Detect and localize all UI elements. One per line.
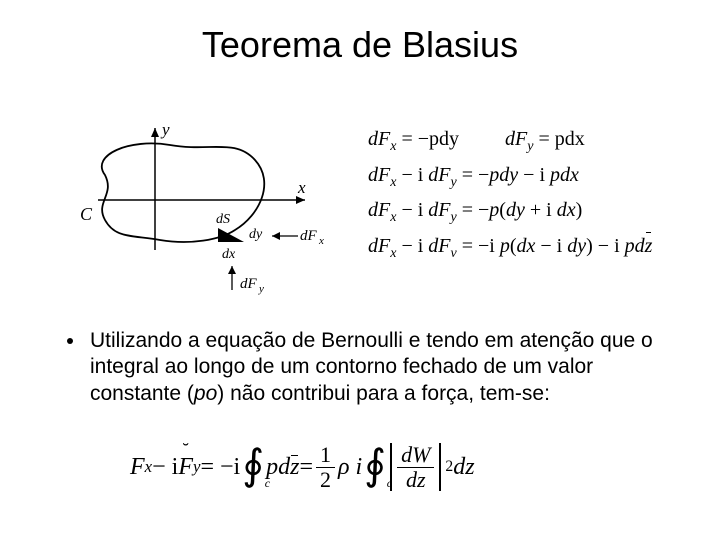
eq1a-lhs: dF [368, 128, 390, 150]
eq1a-rhs: = −pdy [401, 128, 459, 150]
abs-dw-dz: dW dz [388, 443, 443, 491]
ds-label: dS [216, 212, 230, 227]
final-equation: Fx − i Fy = −i ∮c pdz = 1 2 ρ i ∮c dW dz [130, 434, 590, 500]
page-title: Teorema de Blasius [0, 24, 720, 66]
y-axis-label: y [160, 120, 170, 139]
dx-label: dx [222, 247, 236, 262]
contour-label: C [80, 204, 93, 224]
eq-line-2: dFx − i dFy = −pdy − i pdx [368, 160, 688, 194]
eq-line-1: dFx = −pdy dFy = pdx [368, 124, 688, 158]
svg-text:x: x [318, 235, 324, 247]
diagram-svg: y x C dS dy dF x dx dF y [60, 120, 330, 295]
one-half: 1 2 [316, 444, 335, 491]
squared: 2 [445, 458, 453, 476]
x-axis-label: x [297, 178, 306, 197]
dfx-label: dF [300, 228, 318, 244]
bullet-b: ) não contribui para a força, tem-se: [217, 382, 550, 405]
equation-block: dFx = −pdy dFy = pdx dFx − i dFy = −pdy … [368, 124, 688, 267]
contour-integral-icon-2: ∮c [364, 452, 386, 481]
bullet-text: Utilizando a equação de Bernoulli e tend… [62, 328, 662, 407]
dfy-label: dF [240, 276, 258, 292]
bullet-item: Utilizando a equação de Bernoulli e tend… [86, 328, 662, 407]
eq1b-rhs: = pdx [538, 128, 584, 150]
eq-line-4: dFx − i dFv = −i p(dx − i dy) − i pdz [368, 231, 688, 265]
eq1b-lhs: dF [505, 128, 527, 150]
svg-text:y: y [258, 283, 264, 295]
bullet-po: po [194, 382, 217, 405]
contour-diagram: y x C dS dy dF x dx dF y [60, 120, 330, 295]
dy-label: dy [249, 227, 263, 242]
slide: Teorema de Blasius y x C dS dy dF x dx [0, 0, 720, 540]
eq-line-3: dFx − i dFy = −p(dy + i dx) [368, 195, 688, 229]
contour-integral-icon: ∮c [242, 452, 264, 481]
